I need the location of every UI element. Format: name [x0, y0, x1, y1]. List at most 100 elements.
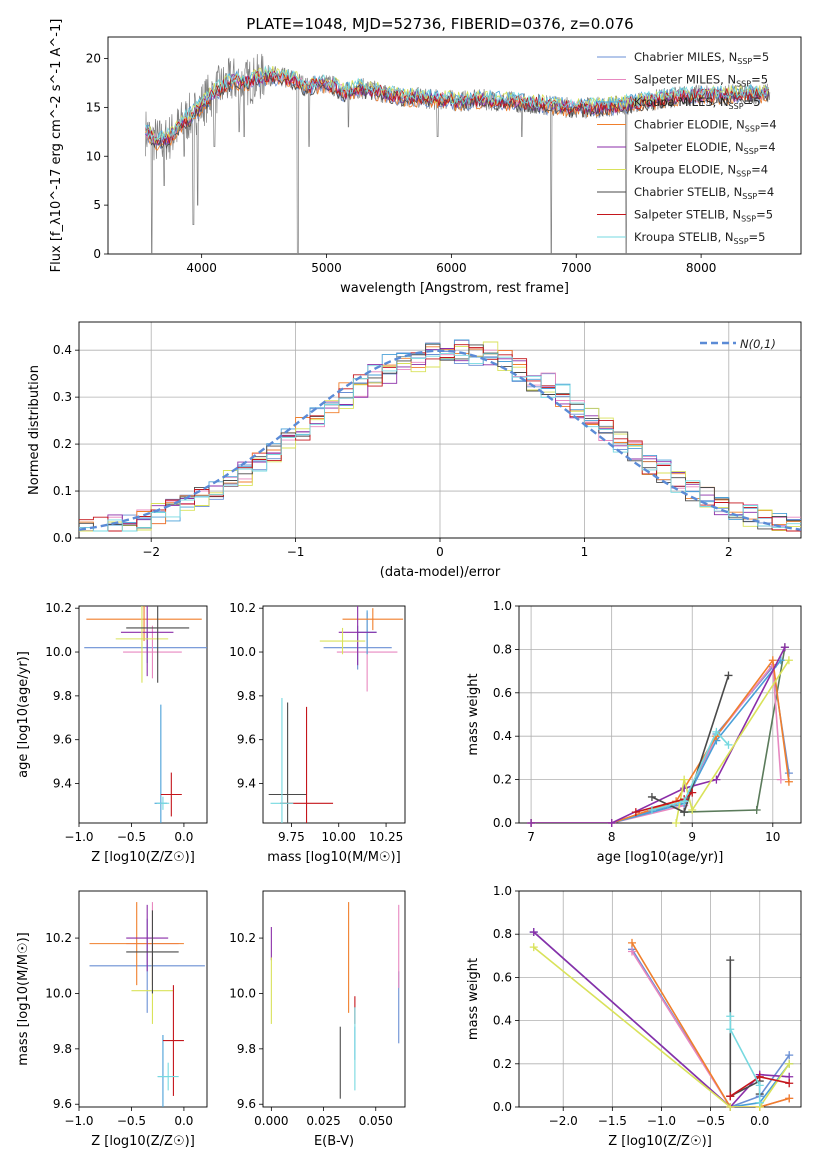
x-tick-label: 5000 [311, 261, 342, 275]
weight-point-marker [680, 808, 689, 817]
x-axis-label: E(B-V) [314, 1134, 354, 1149]
chart-spectrum: 4000 5000 6000 7000 8000 0 5 10 15 20 wavelength [… [49, 19, 802, 296]
axes-frame [78, 890, 208, 1108]
y-tick-label: 10.0 [45, 645, 72, 659]
x-tick-label: −0.5 [696, 1114, 725, 1128]
y-tick-label: 10.2 [45, 601, 72, 615]
x-tick-label: 10 [765, 830, 780, 844]
y-tick-label: 10.2 [45, 931, 72, 945]
y-tick-label: 10.0 [229, 986, 256, 1000]
y-axis-label: mass [log10(M/M☉)] [16, 932, 31, 1065]
weight-point-marker [785, 1094, 794, 1103]
x-axis-label: Z [log10(Z/Z☉)] [91, 850, 195, 865]
weight-point-marker [726, 1103, 735, 1111]
weight-point-marker [672, 819, 681, 827]
y-tick-label: 10.2 [229, 931, 256, 945]
weight-point-marker [768, 656, 777, 665]
weight-point-marker [712, 775, 721, 784]
axes-frame [518, 605, 802, 824]
weight-point-marker [785, 1079, 794, 1088]
x-tick-label: 0 [436, 545, 444, 559]
y-tick-label: 0.4 [493, 729, 512, 743]
y-tick-label: 1.0 [493, 884, 512, 898]
x-tick-label: −1 [287, 545, 305, 559]
x-tick-label: 10.00 [322, 830, 356, 844]
x-tick-label: 10.25 [369, 830, 403, 844]
chart-age-vs-Z: −1.0 −0.5 0.0 9.4 9.6 9.8 10.0 10.2 Z [log10(Z/Z… [16, 601, 208, 865]
y-tick-label: 0.2 [493, 1057, 512, 1071]
axes-frame [107, 36, 802, 255]
weight-point-marker [627, 947, 636, 956]
x-tick-label: 0.0 [174, 1114, 193, 1128]
x-axis-label: wavelength [Angstrom, rest frame] [340, 281, 569, 296]
y-tick-label: 9.8 [53, 1042, 72, 1056]
legend-entry: Chabrier MILES, NSSP=5 [634, 50, 769, 66]
weight-point-marker [752, 805, 761, 814]
normal-reference-curve [78, 349, 802, 531]
y-tick-label: 9.8 [53, 689, 72, 703]
x-axis-label: age [log10(age/yr)] [597, 850, 724, 865]
weight-point-marker [680, 797, 689, 806]
weight-series-line [533, 931, 790, 1107]
y-axis-label: age [log10(age/yr)] [16, 651, 31, 778]
weight-series-line [531, 646, 786, 823]
x-axis-label: Z [log10(Z/Z☉)] [608, 1134, 712, 1149]
y-tick-label: 0.8 [493, 927, 512, 941]
y-tick-label: 0.6 [493, 686, 512, 700]
weight-point-marker [755, 1098, 764, 1107]
weight-point-marker [688, 788, 697, 797]
legend-entry: Salpeter STELIB, NSSP=5 [634, 208, 773, 224]
residual-histogram [79, 344, 801, 532]
chart-residuals: −2 −1 0 1 2 0.0 0.1 0.2 0.3 0.4 (data-model)/error… [27, 321, 802, 580]
y-axis-label: mass weight [466, 673, 481, 755]
x-tick-label: −2 [142, 545, 160, 559]
chart-weight-vs-age: 7 8 9 10 0.0 0.2 0.4 0.6 0.8 1.0 age [log10(age/yr… [466, 599, 802, 865]
weight-series-line [651, 730, 730, 811]
axes-frame [262, 890, 406, 1108]
weight-point-marker [688, 805, 697, 814]
x-tick-label: −1.0 [64, 830, 93, 844]
weight-point-marker [776, 775, 785, 784]
residual-histogram [79, 343, 801, 532]
legend-entry: Salpeter MILES, NSSP=5 [634, 73, 768, 89]
x-tick-label: 0.050 [359, 1114, 393, 1128]
y-tick-label: 15 [86, 100, 101, 114]
y-tick-label: 0 [93, 247, 101, 261]
x-tick-label: 8000 [686, 261, 717, 275]
legend-entry: Salpeter ELODIE, NSSP=4 [634, 140, 776, 156]
weight-point-marker [784, 777, 793, 786]
weight-series-line [684, 647, 786, 813]
x-tick-label: −1.0 [64, 1114, 93, 1128]
weight-point-marker [726, 956, 735, 965]
y-tick-label: 1.0 [493, 599, 512, 613]
x-tick-label: 9.75 [278, 830, 305, 844]
weight-point-marker [680, 775, 689, 784]
x-tick-label: −1.5 [598, 1114, 627, 1128]
legend-entry: Kroupa STELIB, NSSP=5 [634, 230, 765, 246]
x-tick-label: −0.5 [117, 1114, 146, 1128]
y-axis-label: Normed distribution [27, 365, 42, 495]
y-tick-label: 10.2 [229, 601, 256, 615]
y-tick-label: 9.4 [53, 777, 72, 791]
weight-point-marker [607, 819, 616, 827]
x-tick-label: 0.0 [750, 1114, 769, 1128]
residual-histogram [79, 352, 801, 532]
x-tick-label: −1.0 [647, 1114, 676, 1128]
weight-point-marker [785, 1051, 794, 1060]
y-tick-label: 9.8 [237, 689, 256, 703]
y-tick-label: 9.4 [237, 777, 256, 791]
weight-point-marker [784, 656, 793, 665]
weight-point-marker [529, 928, 538, 937]
weight-series-line [729, 1016, 761, 1103]
axes-frame [78, 321, 802, 539]
axes-frame [262, 605, 406, 824]
weight-point-marker [724, 671, 733, 680]
legend-entry: Chabrier ELODIE, NSSP=4 [634, 118, 777, 134]
y-tick-label: 20 [86, 52, 101, 66]
chart-age-vs-mass: 9.75 10.00 10.25 9.4 9.6 9.8 10.0 10.2 mass [log… [229, 601, 406, 865]
weight-point-marker [785, 1059, 794, 1068]
x-tick-label: 0.000 [254, 1114, 288, 1128]
chart-weight-vs-Z: −2.0 −1.5 −1.0 −0.5 0.0 0.0 0.2 0.4 0.6 0.8 1.0 Z [… [466, 884, 802, 1149]
y-tick-label: 0.4 [53, 343, 72, 357]
